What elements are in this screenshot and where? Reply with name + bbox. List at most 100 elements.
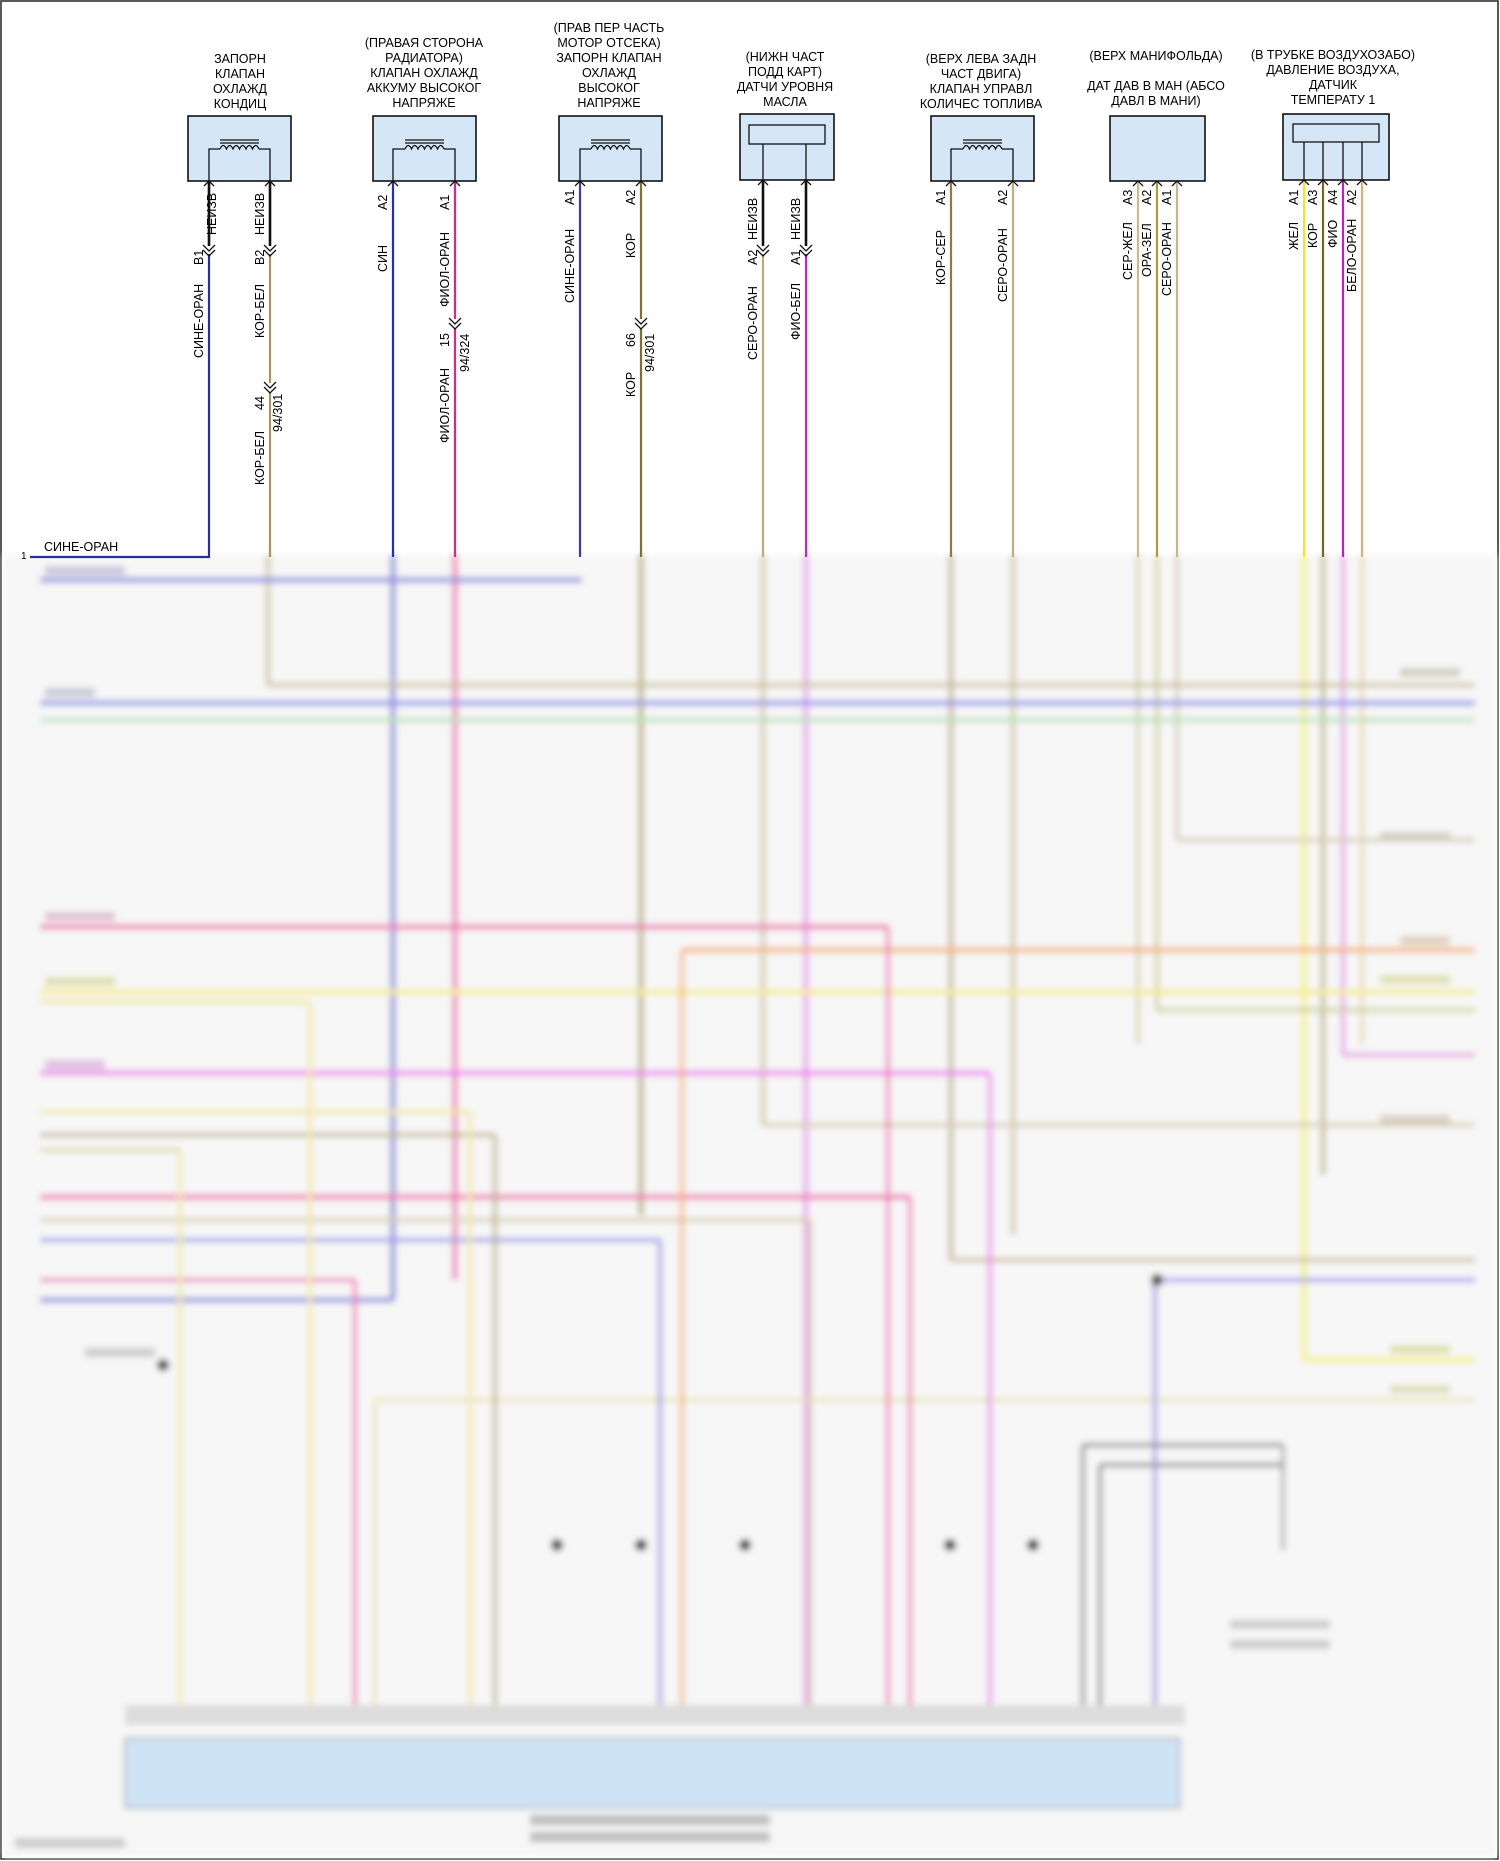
- pin-label: A2: [1345, 190, 1359, 205]
- component-label-line: МОТОР ОТСЕКА): [557, 36, 660, 50]
- wire-color-label: СИНЕ-ОРАН: [192, 284, 206, 358]
- component-label-line: ДАВЛ В МАНИ): [1111, 94, 1200, 108]
- component-label-line: ДАТЧИ УРОВНЯ: [737, 80, 833, 94]
- component-label-line: НАПРЯЖЕ: [392, 96, 455, 110]
- wire-color-label: СЕРО-ОРАН: [996, 228, 1010, 302]
- intake-air-sensor: [1282, 113, 1390, 181]
- pin-label: A1: [563, 190, 577, 205]
- component-label-line: КОЛИЧЕС ТОПЛИВА: [920, 97, 1043, 111]
- splice-label: 44: [253, 396, 267, 410]
- wire-color-label: КОР-БЕЛ: [253, 431, 267, 485]
- component-label-line: КЛАПАН: [215, 67, 265, 81]
- pin-label: A1: [1160, 190, 1174, 205]
- component-label-line: ЗАПОРН: [214, 52, 266, 66]
- hv-coolant-shutoff-valve: [558, 115, 663, 182]
- component-label-line: КОНДИЦ: [214, 97, 267, 111]
- wire-color-label: ФИОЛ-ОРАН: [438, 232, 452, 307]
- component-label-line: КЛАПАН ОХЛАЖД: [370, 66, 478, 80]
- component-label-line: (В ТРУБКЕ ВОЗДУХОЗАБО): [1251, 48, 1415, 62]
- pin-label: B1: [192, 250, 206, 265]
- solenoid-coil-icon: [208, 139, 271, 181]
- component-label-line: (ПРАВАЯ СТОРОНА: [365, 36, 484, 50]
- component-label-line: ДАТЧИК: [1309, 78, 1358, 92]
- pin-label: A4: [1326, 190, 1340, 205]
- component-label-line: (ПРАВ ПЕР ЧАСТЬ: [554, 21, 665, 35]
- pin-label: A1: [1287, 190, 1301, 205]
- pin-label: A2: [624, 190, 638, 205]
- component-label-line: ОХЛАЖД: [582, 66, 637, 80]
- solenoid-coil-icon: [950, 139, 1014, 181]
- splice-label: 66: [624, 333, 638, 347]
- wire-status-label: НЕИЗВ: [253, 193, 267, 235]
- component-label-line: МАСЛА: [763, 95, 807, 109]
- sensor-element-icon: [1292, 123, 1380, 143]
- splice-label: 15: [438, 333, 452, 347]
- connector-marks: [202, 179, 1368, 394]
- connector-pin-number: 1: [21, 551, 27, 562]
- pin-label: A1: [789, 250, 803, 265]
- pin-label: A3: [1121, 190, 1135, 205]
- wire-color-label: КОР: [624, 233, 638, 258]
- pin-label: A2: [1140, 190, 1154, 205]
- component-label-line: ВЫСОКОГ: [578, 81, 640, 95]
- blurred-lower-section: [4, 555, 1496, 1857]
- pin-label: A3: [1306, 190, 1320, 205]
- solenoid-coil-icon: [579, 139, 642, 181]
- component-label-line: (ВЕРХ ЛЕВА ЗАДН: [926, 52, 1037, 66]
- wire-color-label: КОР-БЕЛ: [253, 284, 267, 338]
- wire-status-label: НЕИЗВ: [746, 198, 760, 240]
- component-labels: ЗАПОРН КЛАПАН ОХЛАЖД КОНДИЦ (ПРАВАЯ СТОР…: [213, 21, 1415, 111]
- map-sensor: [1109, 115, 1206, 182]
- oil-level-sensor: [739, 113, 835, 181]
- wire-color-label: СИНЕ-ОРАН: [44, 540, 118, 554]
- component-label-line: НАПРЯЖЕ: [577, 96, 640, 110]
- splice-label: 94/324: [458, 334, 472, 372]
- component-label-line: ДАВЛЕНИЕ ВОЗДУХА,: [1266, 63, 1399, 77]
- wire-color-label: СЕР-ЖЕЛ: [1121, 222, 1135, 280]
- wire-color-label: СЕРО-ОРАН: [1160, 222, 1174, 296]
- wire-color-label: СИН: [376, 245, 390, 272]
- pin-label: A1: [934, 190, 948, 205]
- vertical-labels: B1 НЕИЗВ СИНЕ-ОРАН B2 НЕИЗВ КОР-БЕЛ 44 9…: [192, 190, 1359, 485]
- wire-color-label: ФИОЛ-ОРАН: [438, 368, 452, 443]
- wire-color-label: БЕЛО-ОРАН: [1345, 219, 1359, 292]
- wire-color-label: КОР-СЕР: [934, 230, 948, 285]
- solenoid-coil-icon: [392, 139, 456, 181]
- wire-color-label: КОР: [1306, 223, 1320, 248]
- fuel-quantity-valve: [930, 115, 1035, 182]
- component-label-line: ЗАПОРН КЛАПАН: [556, 51, 661, 65]
- splice-label: 94/301: [643, 334, 657, 372]
- wire-color-label: КОР: [624, 372, 638, 397]
- wire-color-label: ОРА-ЗЕЛ: [1140, 223, 1154, 277]
- component-label-line: КЛАПАН УПРАВЛ: [930, 82, 1033, 96]
- wire-color-label: СЕРО-ОРАН: [746, 286, 760, 360]
- battery-coolant-valve: [372, 115, 477, 182]
- component-label-line: РАДИАТОРА): [385, 51, 463, 65]
- wire-color-label: ЖЕЛ: [1287, 222, 1301, 250]
- pin-label: A2: [376, 195, 390, 210]
- wire-status-label: НЕИЗВ: [205, 193, 219, 235]
- pin-label: B2: [253, 250, 267, 265]
- component-label-line: ОХЛАЖД: [213, 82, 268, 96]
- splice-label: 94/301: [271, 394, 285, 432]
- pin-label: A2: [746, 250, 760, 265]
- sensor-element-icon: [748, 124, 826, 145]
- wire-color-label: ФИО-БЕЛ: [789, 283, 803, 340]
- pin-label: A1: [438, 195, 452, 210]
- component-label-line: ДАТ ДАВ В МАН (АБСО: [1087, 79, 1225, 93]
- component-label-line: ЧАСТ ДВИГА): [941, 67, 1021, 81]
- component-label-line: (НИЖН ЧАСТ: [746, 50, 825, 64]
- component-label-line: ПОДД КАРТ): [748, 65, 822, 79]
- wires: [30, 180, 1364, 559]
- component-label-line: АККУМУ ВЫСОКОГ: [367, 81, 482, 95]
- component-label-line: ТЕМПЕРАТУ 1: [1291, 93, 1376, 107]
- component-label-line: (ВЕРХ МАНИФОЛЬДА): [1089, 49, 1222, 63]
- ac-shutoff-valve: [187, 115, 292, 182]
- wire-status-label: НЕИЗВ: [789, 198, 803, 240]
- pin-label: A2: [996, 190, 1010, 205]
- wire-color-label: ФИО: [1326, 220, 1340, 248]
- wire-color-label: СИНЕ-ОРАН: [563, 229, 577, 303]
